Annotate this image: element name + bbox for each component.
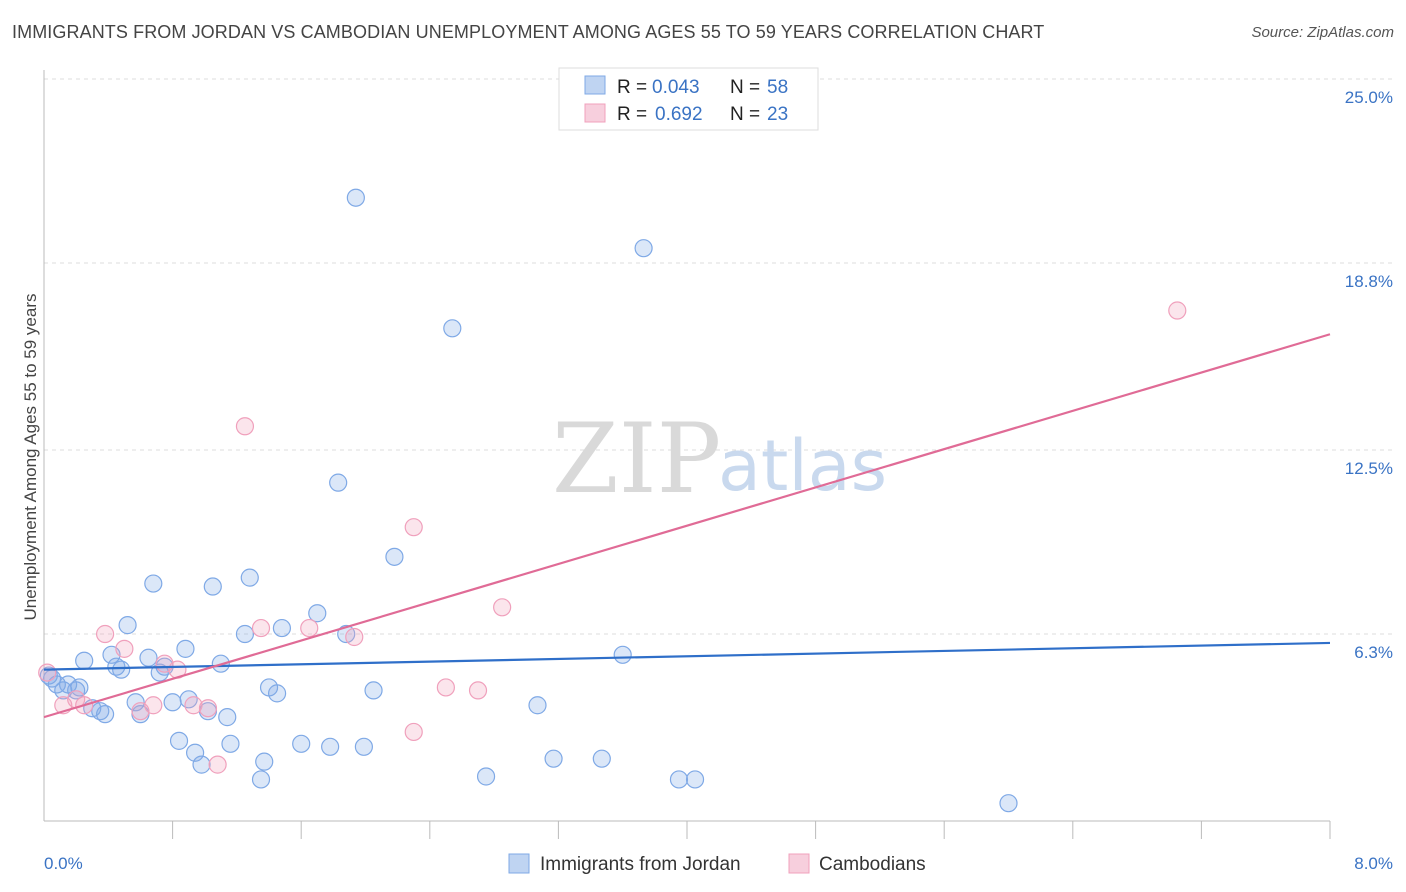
data-point (70, 678, 89, 697)
legend-swatch-jordan (584, 75, 606, 95)
legend-swatch-cambodians (584, 103, 606, 123)
data-point (184, 696, 203, 715)
data-point (544, 749, 563, 768)
trend-line-jordan (43, 641, 1331, 671)
x-ticks (172, 821, 1331, 839)
data-point (203, 577, 222, 596)
data-point (235, 417, 255, 436)
data-point (144, 574, 163, 593)
data-point (404, 518, 423, 537)
data-point (999, 794, 1018, 813)
y-axis-label: Unemployment Among Ages 55 to 59 years (21, 294, 40, 621)
data-point (528, 696, 547, 715)
data-point (139, 648, 158, 667)
data-point (329, 473, 348, 492)
y-tick-label: 18.8% (1345, 272, 1393, 291)
data-point (75, 651, 94, 670)
bottom-legend-label-jordan: Immigrants from Jordan (540, 854, 741, 875)
data-point (272, 618, 292, 638)
data-point (192, 755, 211, 774)
data-point (354, 737, 373, 756)
data-point (443, 319, 462, 338)
data-point (198, 699, 218, 718)
data-point (364, 681, 383, 700)
data-point (115, 639, 134, 658)
data-point (235, 624, 255, 644)
data-point (95, 705, 115, 724)
y-tick-labels: 6.3% 12.5% 18.8% 25.0% (1345, 88, 1393, 662)
data-point (251, 770, 271, 789)
data-point (267, 684, 287, 703)
legend-r-value-jordan: 0.043 (652, 77, 700, 98)
y-tick-label: 6.3% (1354, 643, 1393, 662)
data-point (404, 722, 423, 742)
data-point (208, 755, 227, 774)
data-point (321, 737, 340, 756)
data-point (118, 616, 137, 635)
data-point (144, 696, 163, 715)
series-cambodians-points (38, 301, 1187, 774)
legend-r-label-jordan: R = (617, 77, 647, 98)
bottom-legend: Immigrants from Jordan Cambodians (508, 853, 926, 875)
data-point (613, 645, 632, 664)
legend-r-value-cambodians: 0.692 (655, 104, 703, 125)
data-point (345, 627, 364, 647)
data-point (107, 657, 126, 676)
watermark: ZIP atlas (552, 403, 887, 515)
data-point (251, 618, 271, 638)
data-point (669, 770, 689, 789)
bottom-legend-swatch-cambodians (788, 853, 810, 874)
legend-n-value-cambodians: 23 (767, 104, 788, 125)
data-point (126, 693, 145, 712)
data-point (240, 568, 259, 587)
data-point (592, 749, 611, 768)
data-point (221, 734, 240, 753)
bottom-legend-swatch-jordan (508, 853, 530, 874)
x-tick-label-max: 8.0% (1354, 854, 1393, 873)
data-point (95, 624, 115, 644)
data-point (300, 618, 319, 638)
data-point (308, 604, 327, 623)
y-tick-label: 25.0% (1345, 88, 1393, 107)
data-point (436, 678, 455, 697)
data-point (468, 681, 488, 700)
data-point (476, 767, 496, 786)
legend: R = 0.043 N = 58 R = 0.692 N = 23 (558, 67, 819, 131)
data-point (634, 239, 653, 258)
bottom-legend-label-cambodians: Cambodians (819, 854, 926, 875)
data-point (179, 690, 198, 709)
data-point (176, 639, 195, 658)
data-point (493, 598, 512, 617)
data-point (385, 547, 404, 566)
y-tick-label: 12.5% (1345, 459, 1393, 478)
source-label: Source: ZipAtlas.com (1251, 24, 1394, 41)
data-point (346, 188, 365, 207)
data-point (255, 752, 274, 771)
data-point (218, 708, 237, 727)
watermark-atlas: atlas (718, 425, 887, 507)
data-point (112, 660, 131, 679)
data-point (38, 663, 57, 682)
legend-n-value-jordan: 58 (767, 77, 788, 98)
trend-line-cambodians (43, 333, 1331, 719)
data-point (685, 770, 705, 789)
data-point (1168, 301, 1187, 320)
data-point (292, 734, 311, 753)
chart-title: IMMIGRANTS FROM JORDAN VS CAMBODIAN UNEM… (12, 22, 1045, 42)
legend-n-label-cambodians: N = (730, 104, 760, 125)
data-point (169, 731, 189, 750)
gridlines (44, 78, 1393, 635)
x-tick-label-min: 0.0% (44, 854, 83, 873)
data-point (163, 693, 182, 712)
data-point (91, 702, 110, 721)
watermark-zip: ZIP (552, 403, 721, 515)
legend-r-label-cambodians: R = (617, 104, 647, 125)
legend-n-label-jordan: N = (730, 77, 760, 98)
